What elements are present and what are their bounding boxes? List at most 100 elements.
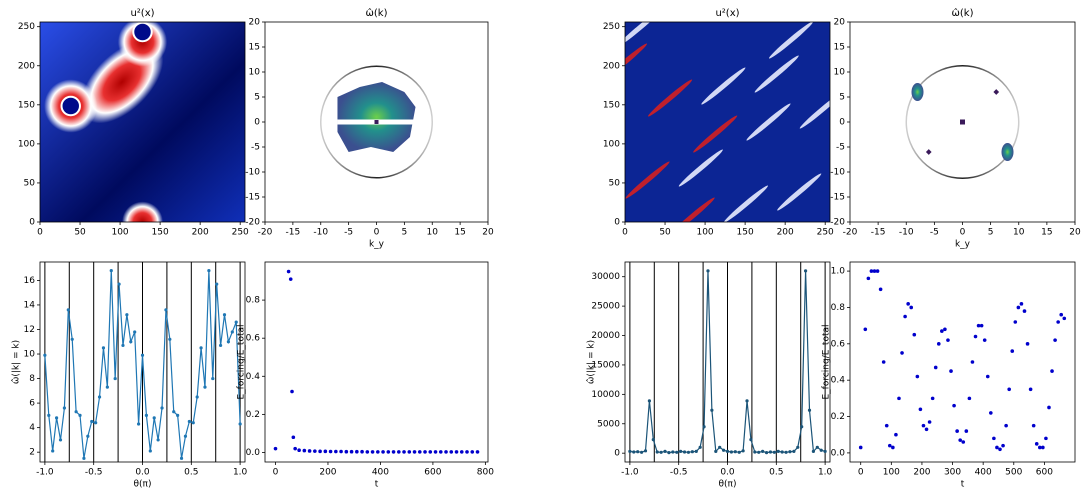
y-tick-label: 6 (29, 399, 35, 409)
data-point (438, 450, 443, 454)
data-point (349, 449, 354, 454)
data-point (1053, 338, 1057, 342)
data-point (872, 269, 877, 273)
spectrum-blob (1001, 143, 1014, 161)
data-point (667, 450, 671, 455)
x-axis-label: θ(π) (719, 480, 737, 490)
data-point (62, 406, 67, 410)
streak (769, 22, 814, 59)
x-tick-label: 1.0 (233, 468, 248, 478)
data-point (881, 360, 886, 364)
data-point (117, 282, 121, 286)
plot-area (628, 262, 827, 462)
data-point (1056, 320, 1060, 324)
panel-title: ω̂(k) (952, 7, 974, 19)
data-point (288, 277, 293, 281)
panel: -1.0 -0.5 0.0 0.5 1.0 0 5000 10000 15000 20000 250… (586, 261, 833, 490)
y-tick-label: 0 (614, 449, 620, 459)
x-tick-label: 0 (37, 228, 43, 238)
data-point (397, 450, 401, 454)
data-point (878, 287, 883, 292)
y-axis-label: ω̂(|k| = k) (11, 340, 22, 384)
x-tick-label: 400 (975, 468, 992, 478)
x-tick-label: 250 (232, 228, 249, 238)
data-point (444, 450, 448, 454)
plot-area (905, 65, 1020, 179)
data-point (148, 449, 152, 453)
data-point (768, 450, 773, 454)
x-tick-label: -15 (286, 228, 301, 238)
y-axis-label: ω̂(|k| = k) (586, 340, 597, 384)
data-point (690, 450, 694, 454)
data-point (140, 353, 145, 357)
x-tick-label: 50 (659, 228, 671, 238)
panel: 0 50 100 150 200 250 0 50 100 150 200 250 u²(x) (18, 8, 249, 238)
data-point (675, 450, 679, 454)
x-tick-label: 5 (988, 228, 994, 238)
y-tick-label: 10 (24, 350, 36, 360)
data-point (105, 385, 109, 389)
y-tick-label: -10 (245, 168, 260, 178)
y-tick-label: -15 (830, 193, 845, 203)
y-tick-label: 5 (839, 93, 845, 103)
panel: 0 100 200 300 400 500 600 0.0 0.2 0.4 0.6 0.8 1.0 t E_… (822, 261, 1076, 490)
y-tick-label: -10 (830, 168, 845, 178)
data-point (475, 450, 480, 454)
data-point (215, 282, 219, 286)
y-tick-label: -15 (245, 193, 260, 203)
data-point (391, 450, 396, 454)
x-tick-label: 500 (1005, 468, 1022, 478)
x-tick-label: -10 (899, 228, 914, 238)
data-point (858, 445, 863, 450)
data-point (54, 416, 59, 420)
y-tick-label: 5 (254, 93, 260, 103)
data-point (449, 450, 454, 454)
x-tick-label: 0 (273, 468, 279, 478)
data-point (293, 446, 297, 451)
data-point (199, 346, 203, 350)
x-tick-label: 100 (883, 468, 900, 478)
x-tick-label: -20 (843, 228, 858, 238)
axes-frame (39, 21, 246, 223)
y-tick-label: 8 (29, 374, 35, 384)
data-point (952, 403, 956, 408)
data-point (164, 308, 168, 312)
data-point (1028, 387, 1033, 392)
data-point (924, 427, 929, 432)
data-point (1022, 309, 1027, 313)
streak (648, 79, 693, 117)
data-point (733, 450, 737, 454)
data-point (887, 443, 892, 448)
data-point (121, 343, 125, 348)
spectrum-dot (993, 89, 1000, 95)
streak (670, 197, 715, 222)
data-point (1050, 369, 1054, 373)
streak (746, 103, 791, 141)
x-tick-label: 15 (454, 228, 465, 238)
data-point (323, 449, 328, 454)
data-point (78, 413, 82, 417)
data-point (82, 456, 86, 460)
panel: 0 50 100 150 200 250 0 50 100 150 200 250 u²(x) (603, 8, 834, 238)
y-tick-label: 0.4 (831, 376, 846, 386)
y-tick-label: 0 (839, 118, 845, 128)
data-point (318, 449, 322, 454)
data-point (423, 450, 427, 454)
data-point (800, 425, 804, 429)
data-point (402, 450, 406, 454)
heat-blob (117, 22, 168, 67)
data-point (211, 376, 215, 381)
data-point (706, 269, 710, 273)
data-point (1016, 305, 1021, 310)
y-tick-label: 5000 (597, 419, 620, 429)
data-point (156, 438, 160, 442)
data-point (792, 449, 796, 454)
x-tick-label: -0.5 (85, 468, 103, 478)
x-tick-label: 300 (944, 468, 961, 478)
data-point (918, 407, 923, 412)
data-point (109, 268, 113, 273)
data-point (66, 308, 70, 312)
data-point (297, 448, 301, 452)
panel-title: ω̂(k) (366, 7, 388, 19)
data-point (964, 429, 969, 433)
